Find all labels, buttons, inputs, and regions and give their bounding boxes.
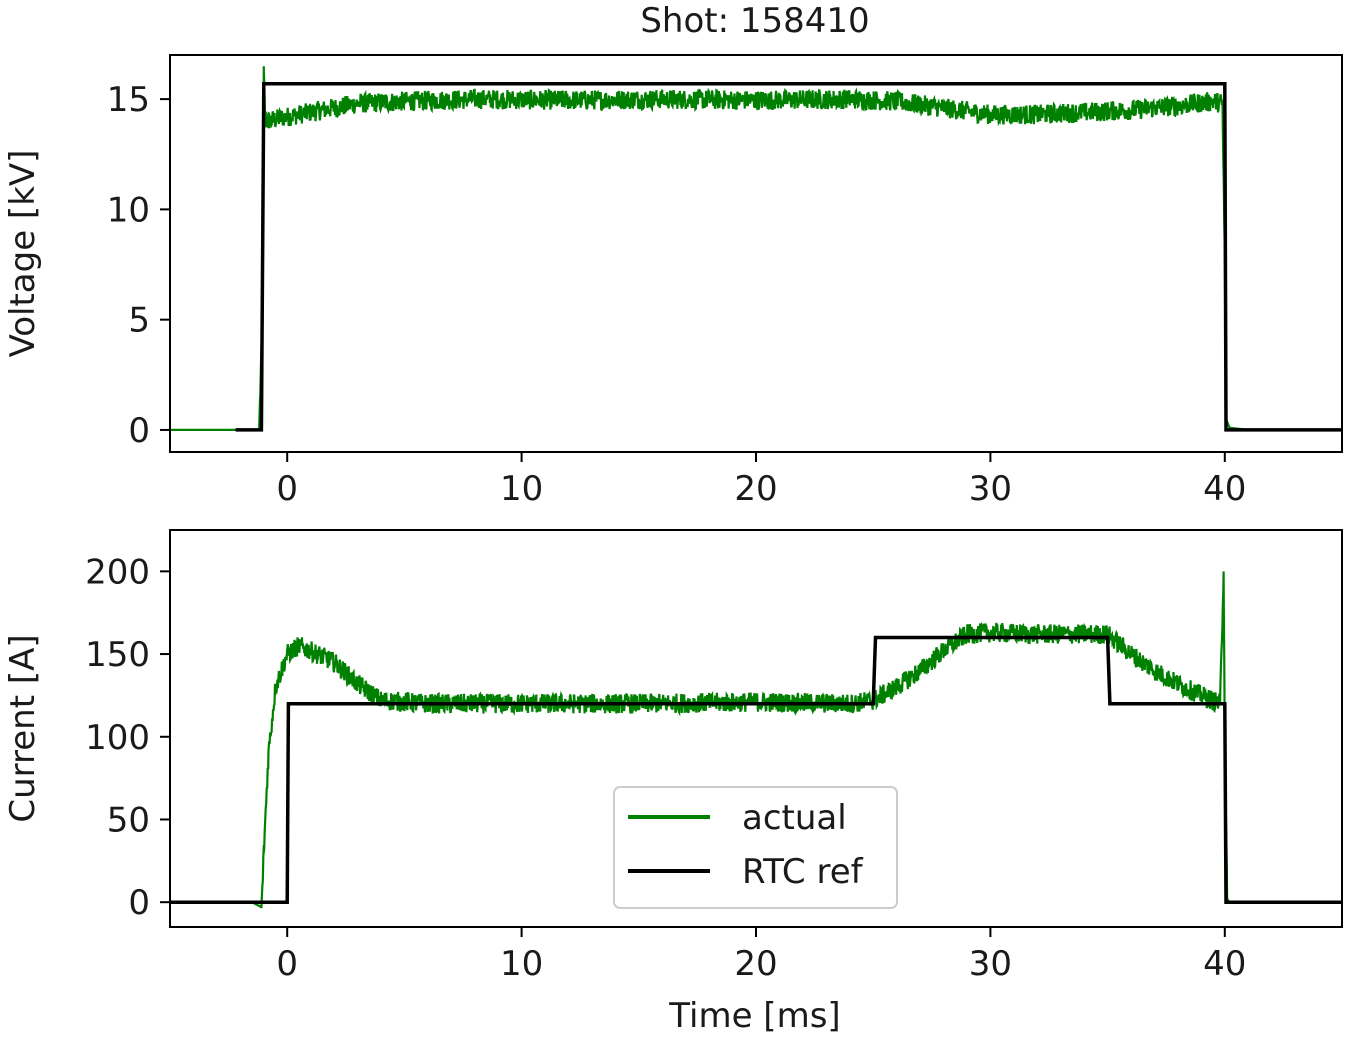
y-tick-label: 200: [85, 552, 150, 592]
legend: actual RTC ref: [613, 786, 898, 909]
x-tick-label: 0: [276, 469, 298, 509]
legend-label: RTC ref: [742, 852, 864, 892]
x-tick-label: 30: [969, 469, 1012, 509]
y-axis-label: Current [A]: [3, 634, 43, 822]
y-tick-label: 15: [107, 80, 150, 120]
legend-label: actual: [742, 798, 847, 838]
series-line-actual: [170, 66, 1342, 431]
y-tick-label: 100: [85, 718, 150, 758]
y-tick-label: 0: [128, 411, 150, 451]
figure-title: Shot: 158410: [640, 1, 869, 41]
y-tick-label: 50: [107, 800, 150, 840]
top-plot-area: [170, 66, 1342, 432]
x-tick-label: 10: [500, 469, 543, 509]
x-tick-label: 30: [969, 944, 1012, 984]
series-line-rtc-ref: [170, 635, 1342, 904]
series-line-actual: [170, 571, 1342, 909]
x-tick-label: 40: [1203, 944, 1246, 984]
x-tick-label: 20: [734, 944, 777, 984]
voltage-panel: 0 10 20 30 40 0 5 10 15 Voltage [kV]: [3, 54, 1343, 509]
x-tick-label: 0: [276, 944, 298, 984]
series-line-ref: [235, 81, 1342, 432]
y-axis-label: Voltage [kV]: [3, 150, 43, 358]
x-axis-label: Time [ms]: [668, 996, 840, 1036]
bottom-plot-area: [170, 571, 1342, 909]
y-tick-label: 0: [128, 883, 150, 923]
x-tick-label: 20: [734, 469, 777, 509]
top-axes-frame: [169, 54, 1343, 453]
y-tick-label: 150: [85, 635, 150, 675]
y-tick-label: 10: [107, 190, 150, 230]
x-tick-label: 40: [1203, 469, 1246, 509]
y-tick-label: 5: [128, 301, 150, 341]
x-tick-label: 10: [500, 944, 543, 984]
current-panel: 0 10 20 30 40 0 50 100 150 200 Current [A]: [3, 529, 1343, 984]
